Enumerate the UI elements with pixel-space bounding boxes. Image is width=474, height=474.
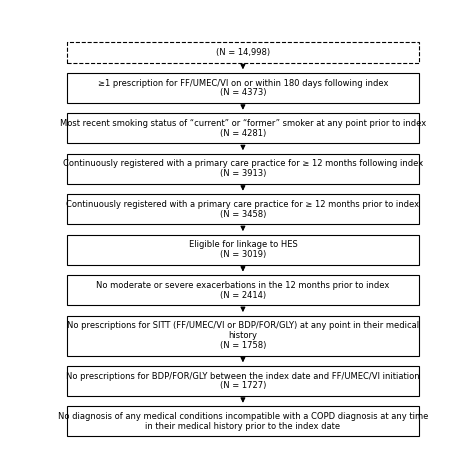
FancyBboxPatch shape: [66, 406, 419, 437]
Text: (N = 1758): (N = 1758): [220, 341, 266, 350]
Text: (N = 3019): (N = 3019): [220, 250, 266, 259]
FancyBboxPatch shape: [66, 42, 419, 63]
Text: (N = 1727): (N = 1727): [220, 382, 266, 391]
Text: ≥1 prescription for FF/UMEC/VI on or within 180 days following index: ≥1 prescription for FF/UMEC/VI on or wit…: [98, 79, 388, 88]
Text: Continuously registered with a primary care practice for ≥ 12 months prior to in: Continuously registered with a primary c…: [66, 200, 419, 209]
Text: No diagnosis of any medical conditions incompatible with a COPD diagnosis at any: No diagnosis of any medical conditions i…: [58, 412, 428, 421]
Text: in their medical history prior to the index date: in their medical history prior to the in…: [146, 422, 340, 431]
Text: Most recent smoking status of “current” or “former” smoker at any point prior to: Most recent smoking status of “current” …: [60, 119, 426, 128]
Text: history: history: [228, 331, 257, 340]
Text: Continuously registered with a primary care practice for ≥ 12 months following i: Continuously registered with a primary c…: [63, 159, 423, 168]
Text: (N = 3913): (N = 3913): [220, 169, 266, 178]
FancyBboxPatch shape: [66, 316, 419, 356]
Text: (N = 3458): (N = 3458): [220, 210, 266, 219]
Text: Eligible for linkage to HES: Eligible for linkage to HES: [189, 240, 297, 249]
Text: (N = 4281): (N = 4281): [220, 129, 266, 138]
Text: No moderate or severe exacerbations in the 12 months prior to index: No moderate or severe exacerbations in t…: [96, 281, 390, 290]
FancyBboxPatch shape: [66, 73, 419, 103]
FancyBboxPatch shape: [66, 235, 419, 265]
FancyBboxPatch shape: [66, 366, 419, 396]
Text: No prescriptions for SITT (FF/UMEC/VI or BDP/FOR/GLY) at any point in their medi: No prescriptions for SITT (FF/UMEC/VI or…: [67, 321, 419, 330]
FancyBboxPatch shape: [66, 275, 419, 305]
FancyBboxPatch shape: [66, 113, 419, 144]
Text: (N = 14,998): (N = 14,998): [216, 48, 270, 57]
FancyBboxPatch shape: [66, 154, 419, 184]
Text: (N = 4373): (N = 4373): [219, 88, 266, 97]
Text: No prescriptions for BDP/FOR/GLY between the index date and FF/UMEC/VI initiatio: No prescriptions for BDP/FOR/GLY between…: [66, 372, 420, 381]
FancyBboxPatch shape: [66, 194, 419, 224]
Text: (N = 2414): (N = 2414): [220, 291, 266, 300]
